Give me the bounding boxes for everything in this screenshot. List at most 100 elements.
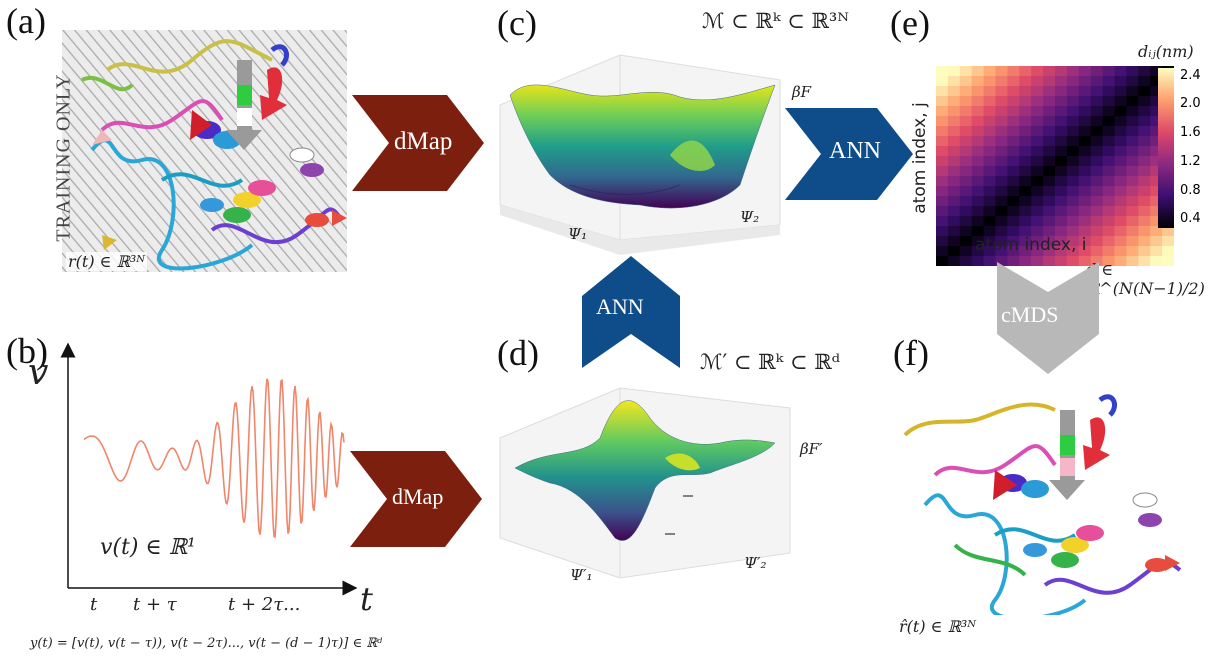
heatmap-cell (995, 86, 1008, 97)
panel-label-e: (e) (890, 3, 930, 43)
heatmap-cell (1114, 236, 1127, 247)
heatmap-cell (1138, 136, 1151, 147)
heatmap-cell (1090, 136, 1104, 147)
heatmap-cell (1102, 176, 1116, 187)
heatmap-cell (1007, 196, 1020, 207)
heatmap-cell (1150, 86, 1163, 97)
reconstruction-caption: r̂(t) ∈ ℝ³ᴺ (899, 617, 977, 636)
heatmap-cell (1102, 66, 1116, 77)
heatmap-cell (1078, 106, 1092, 117)
heatmap-cell (959, 146, 973, 157)
heatmap-cell (959, 136, 973, 147)
heatmap-cell (995, 136, 1008, 147)
heatmap-cell (1126, 136, 1139, 147)
dmap-arrow-top: dMap (352, 95, 484, 191)
heatmap-cell (1078, 86, 1092, 97)
heatmap-cell (1102, 186, 1116, 197)
heatmap-cell (947, 66, 961, 77)
heatmap-cell (1043, 246, 1056, 257)
heatmap-cell (1102, 116, 1116, 127)
heatmap-cell (1090, 196, 1104, 207)
heatmap-cell (1066, 186, 1080, 197)
heatmap-cell (1019, 66, 1032, 77)
heatmap-cell (1055, 236, 1068, 247)
heatmap-cell (1078, 166, 1092, 177)
heatmap-cell (1007, 236, 1020, 247)
heatmap-cell (1031, 186, 1044, 197)
heatmap-cell (995, 146, 1008, 157)
heatmap-cell (1138, 66, 1151, 77)
heatmap-cell (983, 146, 997, 157)
heatmap-cell (1055, 256, 1068, 266)
heatmap-cell (983, 156, 997, 167)
heatmap-cell (936, 86, 949, 97)
heatmap-cell (1066, 166, 1080, 177)
heatmap-cell (1126, 66, 1139, 77)
heatmap-cell (971, 166, 985, 177)
heatmap-cell (1114, 226, 1127, 237)
heatmap-cell (1055, 136, 1068, 147)
heatmap-cell (995, 186, 1008, 197)
heatmap-cell (1055, 146, 1068, 157)
heatmap-cell (1138, 196, 1151, 207)
heatmap-cell (1150, 106, 1163, 117)
heatmap-cell (1007, 126, 1020, 137)
heatmap-cell (1138, 76, 1151, 87)
colorbar-tick-2.0: 2.0 (1180, 96, 1201, 111)
heatmap-cell (936, 186, 949, 197)
heatmap-x-axis-label: atom index, i (975, 235, 1087, 255)
heatmap-cell (1019, 216, 1032, 227)
heatmap-cell (1150, 206, 1163, 217)
heatmap-cell (936, 166, 949, 177)
heatmap-cell (1031, 236, 1044, 247)
tick-t-plus-tau: t + τ (133, 594, 177, 615)
heatmap-cell (1066, 176, 1080, 187)
heatmap-cell (1090, 246, 1104, 257)
heatmap-cell (1102, 206, 1116, 217)
heatmap-cell (1007, 106, 1020, 117)
heatmap-cell (971, 246, 985, 257)
heatmap-cell (1114, 146, 1127, 157)
heatmap-cell (1078, 206, 1092, 217)
heatmap-cell (995, 236, 1008, 247)
x-axis-label-psi1: Ψ₁ (568, 225, 588, 243)
heatmap-cell (1066, 96, 1080, 107)
caption-r-t: r(t) ∈ ℝ³ᴺ (66, 252, 148, 271)
heatmap-cell (959, 66, 973, 77)
heatmap-cell (1090, 176, 1104, 187)
signal-label: v(t) ∈ ℝ¹ (100, 535, 196, 560)
heatmap-cell (1126, 246, 1139, 257)
heatmap-cell (1090, 96, 1104, 107)
heatmap-cell (1162, 246, 1174, 257)
heatmap-cell (1102, 246, 1116, 257)
heatmap-cell (995, 116, 1008, 127)
heatmap-cell (1114, 76, 1127, 87)
heatmap-cell (1019, 96, 1032, 107)
ann-right-label: ANN (829, 138, 881, 164)
z-axis-label-beta-f: βF (792, 83, 812, 101)
heatmap-cell (947, 116, 961, 127)
heatmap-cell (1114, 176, 1127, 187)
heatmap-cell (947, 136, 961, 147)
ann-arrow-up: ANN (582, 256, 680, 368)
heatmap-cell (1102, 256, 1116, 266)
heatmap-cell (983, 96, 997, 107)
heatmap-cell (1102, 146, 1116, 157)
heatmap-cell (947, 246, 961, 257)
heatmap-cell (995, 256, 1008, 266)
heatmap-cell (1078, 216, 1092, 227)
dmap-top-label: dMap (394, 128, 453, 155)
ann-arrow-right: ANN (785, 108, 913, 200)
heatmap-cell (936, 106, 949, 117)
heatmap-cell (1066, 236, 1080, 247)
colorbar-tick-2.4: 2.4 (1180, 68, 1201, 83)
heatmap-cell (936, 76, 949, 87)
heatmap-cell (947, 216, 961, 227)
heatmap-cell (983, 236, 997, 247)
heatmap-cell (1078, 256, 1092, 266)
heatmap-cell (1007, 256, 1020, 266)
heatmap-cell (1138, 96, 1151, 107)
heatmap-cell (1031, 226, 1044, 237)
heatmap-cell (1090, 116, 1104, 127)
heatmap-cell (1078, 76, 1092, 87)
